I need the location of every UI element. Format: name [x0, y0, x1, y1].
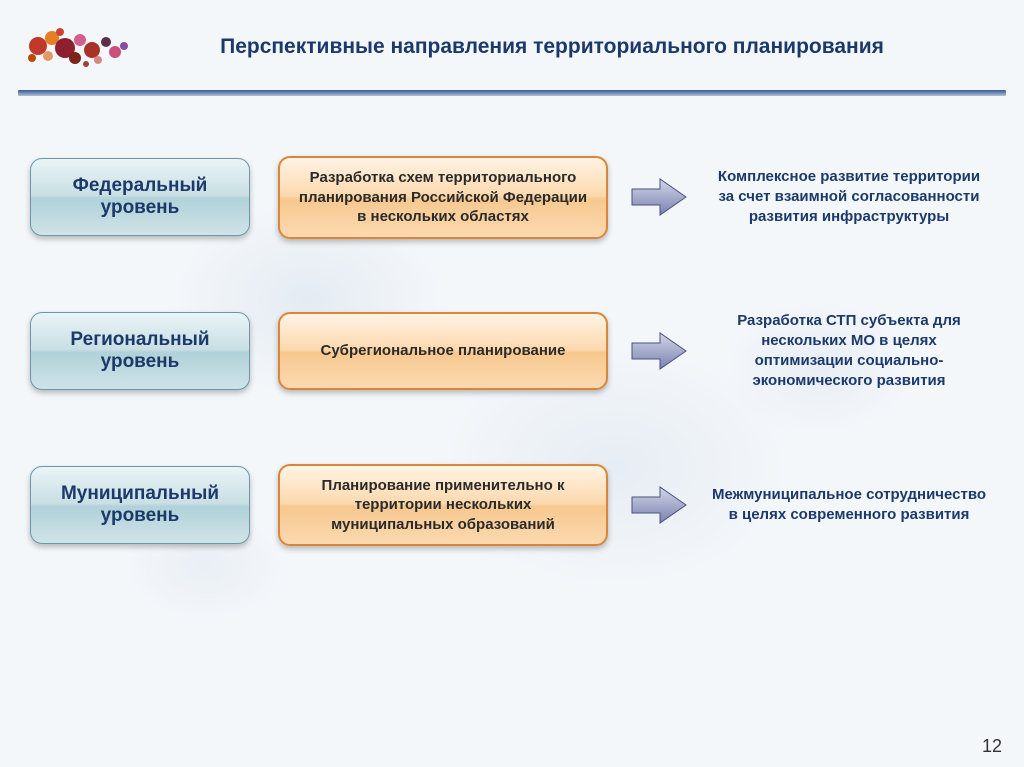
diagram-row: Федеральный уровень Разработка схем терр…: [30, 156, 994, 239]
page-title: Перспективные направления территориально…: [160, 35, 1004, 59]
diagram-row: Муниципальный уровень Планирование приме…: [30, 464, 994, 547]
page-number: 12: [982, 736, 1002, 757]
outcome-text-federal: Комплексное развитие территории за счет …: [704, 167, 994, 228]
action-box-federal: Разработка схем территориального планиро…: [278, 156, 608, 239]
diagram-content: Федеральный уровень Разработка схем терр…: [0, 96, 1024, 546]
level-box-regional: Региональный уровень: [30, 312, 250, 390]
level-box-municipal: Муниципальный уровень: [30, 466, 250, 544]
diagram-row: Региональный уровень Субрегиональное пла…: [30, 311, 994, 392]
arrow-icon: [630, 330, 688, 372]
outcome-text-municipal: Межмуниципальное сотрудничество в целях …: [704, 485, 994, 526]
action-box-regional: Субрегиональное планирование: [278, 312, 608, 390]
outcome-text-regional: Разработка СТП субъекта для нескольких М…: [704, 311, 994, 392]
header: Перспективные направления территориально…: [0, 0, 1024, 76]
action-box-municipal: Планирование применительно к территории …: [278, 464, 608, 547]
logo-icon: [20, 18, 140, 76]
header-divider: [18, 90, 1006, 96]
arrow-icon: [630, 176, 688, 218]
arrow-icon: [630, 484, 688, 526]
level-box-federal: Федеральный уровень: [30, 158, 250, 236]
